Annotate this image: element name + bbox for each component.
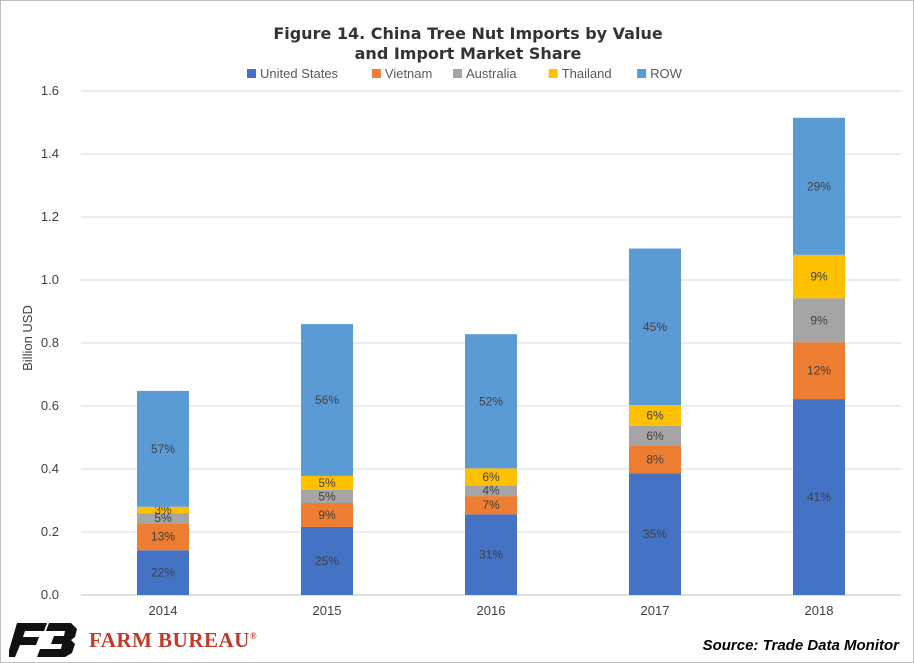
bar-segment [301,324,353,476]
bar-segment [629,248,681,406]
x-tick-label: 2015 [313,603,342,618]
legend-swatch [247,69,256,78]
legend-swatch [548,69,558,78]
bar-data-label: 22% [151,566,175,580]
bar-segment [137,513,189,524]
bar-segment [301,526,353,595]
bar-data-label: 8% [646,453,664,467]
farm-bureau-wordmark: FARM BUREAU® [89,627,258,652]
bar-segment [137,506,189,514]
bar-data-label: 56% [315,393,339,407]
legend-label: ROW [650,66,683,81]
x-axis-ticks: 2014 2015 2016 2017 2018 [149,603,834,618]
bar-data-label: 4% [482,484,500,498]
bars: 22%13%5%3%57%25%9%5%5%56%31%7%4%6%52%35%… [137,117,845,595]
legend-label: Australia [466,66,517,81]
y-tick-label: 0.6 [41,398,59,413]
bar-data-label: 6% [646,408,664,422]
bar-data-label: 9% [810,270,828,284]
bar-data-label: 57% [151,442,175,456]
x-tick-label: 2016 [477,603,506,618]
y-tick-label: 0.4 [41,461,59,476]
chart-title: Figure 14. China Tree Nut Imports by Val… [273,24,663,43]
y-tick-label: 1.6 [41,83,59,98]
bar-segment [793,399,845,595]
source-note: Source: Trade Data Monitor [702,637,899,654]
x-tick-label: 2018 [805,603,834,618]
bar-segment [793,342,845,400]
y-tick-label: 1.2 [41,209,59,224]
bar-data-label: 35% [643,527,667,541]
stacked-bar-chart: Figure 14. China Tree Nut Imports by Val… [20,24,901,618]
bar-segment [465,514,517,595]
bar-data-label: 7% [482,498,500,512]
y-tick-label: 0.0 [41,587,59,602]
bar-data-label: 6% [482,470,500,484]
farm-bureau-emblem-icon [9,623,77,657]
farm-bureau-logo: FARM BUREAU® [9,621,257,659]
bar-data-label: 5% [154,511,172,525]
legend-label: Thailand [562,66,612,81]
y-tick-label: 1.4 [41,146,59,161]
y-axis-title: Billion USD [20,305,35,371]
bar-data-label: 29% [807,179,831,193]
bar-data-label: 13% [151,530,175,544]
legend: United States Vietnam Australia Thailand ROW [247,66,683,81]
bar-data-label: 9% [318,508,336,522]
bar-data-label: 6% [646,429,664,443]
bar-segment [465,468,517,486]
bar-data-label: 5% [318,489,336,503]
bar-data-label: 31% [479,548,503,562]
bar-data-label: 41% [807,490,831,504]
bar-segment [629,405,681,426]
legend-swatch [453,69,462,78]
bar-segment [465,496,517,515]
bar-segment [301,475,353,490]
y-tick-label: 0.2 [41,524,59,539]
legend-swatch [637,69,647,78]
bar-segment [793,254,845,299]
bar-segment [137,523,189,551]
bar-data-label: 12% [807,364,831,378]
bar-data-label: 52% [479,394,503,408]
y-tick-label: 0.8 [41,335,59,350]
x-tick-label: 2017 [641,603,670,618]
bar-segment [137,390,189,507]
bar-segment [465,485,517,497]
y-tick-label: 1.0 [41,272,59,287]
bar-segment [793,117,845,255]
bar-data-label: 9% [810,313,828,327]
legend-label: United States [260,66,339,81]
bar-segment [301,503,353,527]
bar-segment [629,473,681,595]
bar-segment [793,298,845,343]
legend-swatch [371,69,381,78]
chart-subtitle: and Import Market Share [355,44,582,63]
y-axis-ticks: 0.0 0.2 0.4 0.6 0.8 1.0 1.2 1.4 1.6 [41,83,59,602]
bar-data-label: 45% [643,320,667,334]
legend-label: Vietnam [385,66,432,81]
bar-segment [301,489,353,504]
x-tick-label: 2014 [149,603,178,618]
bar-segment [629,425,681,447]
bar-segment [137,550,189,595]
bar-segment [629,446,681,474]
bar-segment [465,334,517,469]
bar-data-label: 25% [315,554,339,568]
bar-data-label: 5% [318,476,336,490]
